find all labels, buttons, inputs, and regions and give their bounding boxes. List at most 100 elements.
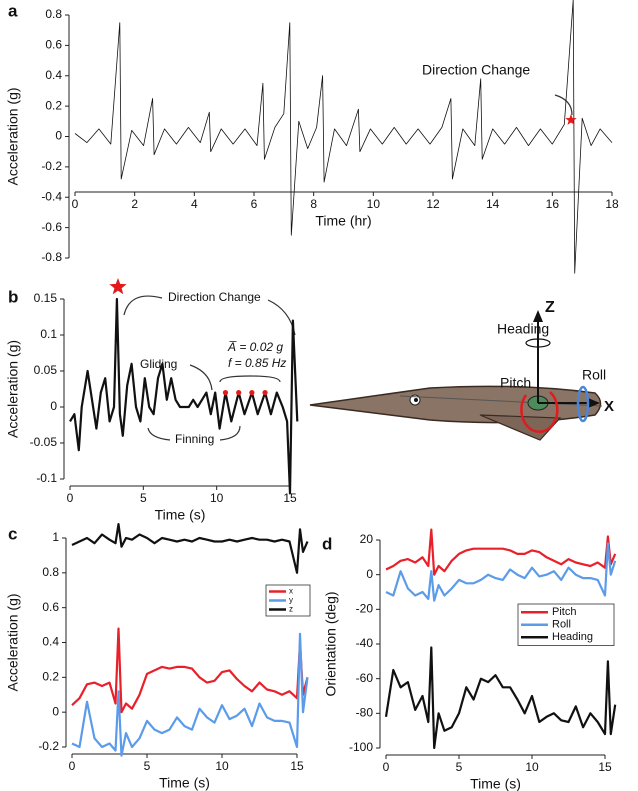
arrow — [554, 94, 573, 116]
x-tick-label: 0 — [72, 197, 79, 211]
legend-label: Pitch — [552, 606, 576, 618]
x-tick-label: 4 — [191, 197, 198, 211]
y-tick-label: 0.6 — [45, 38, 62, 52]
direction-change-star — [565, 114, 577, 125]
arrow — [123, 295, 163, 316]
y-tick-label: -80 — [356, 706, 374, 720]
y-tick-label: 0 — [55, 129, 62, 143]
series-line — [385, 542, 617, 602]
arrow — [189, 364, 213, 391]
x-tick-label: 15 — [283, 491, 297, 505]
x-tick-label: 12 — [426, 197, 440, 211]
x-tick-label: 15 — [290, 759, 304, 773]
annotation: Direction Change — [168, 290, 261, 304]
x-tick-label: 14 — [486, 197, 500, 211]
annotation: A̅ = 0.02 g — [227, 340, 283, 354]
y-tick-label: 0.2 — [45, 98, 62, 112]
x-tick-label: 10 — [367, 197, 381, 211]
series-line — [385, 528, 617, 576]
panel-label: d — [322, 534, 332, 553]
y-tick-label: 0 — [50, 399, 57, 413]
x-axis-title: Time (s) — [155, 507, 206, 523]
x-axis-title: Time (hr) — [315, 213, 371, 229]
panel-label: a — [8, 1, 18, 20]
legend-label: Roll — [552, 619, 571, 631]
arrow — [219, 425, 241, 441]
panel-label: c — [8, 524, 17, 543]
squid-pupil — [414, 398, 418, 402]
x-tick-label: 0 — [67, 491, 74, 505]
y-tick-label: 0.1 — [40, 327, 57, 341]
annotation: Finning — [175, 432, 214, 446]
x-tick-label: 0 — [383, 760, 390, 774]
series-line — [74, 0, 613, 274]
y-tick-label: 0.4 — [42, 635, 59, 649]
annotation: Gliding — [140, 357, 177, 371]
legend-label: y — [289, 596, 293, 605]
y-tick-label: 0 — [52, 704, 59, 718]
diagram-label: Roll — [582, 367, 606, 383]
x-axis-title: Time (s) — [159, 775, 210, 791]
legend-label: Heading — [552, 631, 593, 643]
y-tick-label: 0.6 — [42, 600, 59, 614]
y-tick-label: -0.6 — [41, 220, 62, 234]
brace — [219, 375, 281, 383]
x-tick-label: 10 — [525, 760, 539, 774]
y-tick-label: -20 — [356, 602, 374, 616]
y-tick-label: -0.2 — [38, 739, 59, 753]
x-axis-title: Time (s) — [470, 776, 521, 791]
x-tick-label: 2 — [131, 197, 138, 211]
y-tick-label: -100 — [349, 740, 373, 754]
y-tick-label: -60 — [356, 671, 374, 685]
series-line — [71, 627, 309, 714]
x-arrow — [588, 398, 600, 408]
panel-label: b — [8, 287, 18, 306]
y-tick-label: 20 — [360, 532, 374, 546]
y-tick-label: 0 — [366, 567, 373, 581]
pitch-rotation — [520, 391, 559, 433]
x-tick-label: 18 — [605, 197, 619, 211]
diagram-label: X — [604, 398, 614, 415]
heading-rotation — [525, 338, 551, 348]
series-line — [69, 297, 299, 495]
y-tick-label: 0.15 — [34, 291, 58, 305]
diagram-label: Heading — [497, 321, 549, 337]
squid-diagram — [309, 310, 603, 441]
y-tick-label: 1 — [52, 530, 59, 544]
direction-change-star — [109, 278, 127, 295]
diagram-label: Pitch — [500, 375, 531, 391]
y-axis-title: Orientation (deg) — [323, 591, 339, 696]
squid-fin — [479, 414, 562, 441]
arrow — [267, 299, 296, 336]
x-tick-label: 8 — [310, 197, 317, 211]
z-arrow — [533, 310, 543, 322]
y-axis-title: Acceleration (g) — [5, 593, 21, 691]
y-tick-label: 0.8 — [45, 7, 62, 21]
y-tick-label: -0.8 — [41, 250, 62, 264]
annotation: Direction Change — [422, 62, 530, 78]
x-tick-label: 0 — [69, 759, 76, 773]
y-tick-label: 0.8 — [42, 565, 59, 579]
arrow — [147, 427, 171, 441]
annotation-arrows — [123, 94, 573, 441]
y-axis-title: Acceleration (g) — [5, 340, 21, 438]
body-axis — [399, 395, 603, 407]
x-tick-label: 16 — [546, 197, 560, 211]
roll-rotation — [576, 385, 590, 423]
x-tick-label: 15 — [598, 760, 612, 774]
y-tick-label: -0.1 — [36, 471, 57, 485]
y-tick-label: 0.05 — [34, 363, 58, 377]
y-tick-label: 0.4 — [45, 68, 62, 82]
peak-marker — [262, 390, 268, 396]
y-tick-label: 0.2 — [42, 670, 59, 684]
y-tick-label: -0.05 — [30, 435, 58, 449]
x-tick-label: 5 — [456, 760, 463, 774]
x-tick-label: 10 — [210, 491, 224, 505]
peak-marker — [236, 390, 242, 396]
x-tick-label: 10 — [215, 759, 229, 773]
y-axis-title: Acceleration (g) — [5, 87, 21, 185]
diagram-label: Z — [545, 299, 555, 316]
x-tick-label: 5 — [140, 491, 147, 505]
x-tick-label: 5 — [144, 759, 151, 773]
